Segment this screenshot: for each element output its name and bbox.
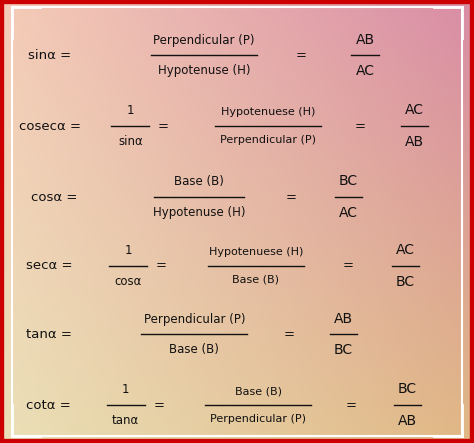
Text: Perpendicular (P): Perpendicular (P) bbox=[144, 313, 245, 326]
Text: =: = bbox=[286, 190, 297, 204]
Text: cosα =: cosα = bbox=[31, 190, 77, 204]
Text: AB: AB bbox=[334, 311, 353, 326]
Text: AB: AB bbox=[356, 32, 374, 47]
Text: sinα =: sinα = bbox=[28, 49, 72, 62]
Text: =: = bbox=[153, 399, 164, 412]
Text: sinα: sinα bbox=[118, 135, 143, 148]
Text: tanα: tanα bbox=[112, 414, 139, 427]
Text: =: = bbox=[283, 328, 295, 341]
Text: Base (B): Base (B) bbox=[235, 386, 282, 396]
Text: AC: AC bbox=[339, 206, 358, 220]
Text: =: = bbox=[158, 120, 169, 133]
Text: AB: AB bbox=[405, 135, 424, 149]
Text: Base (B): Base (B) bbox=[169, 343, 219, 356]
Text: AC: AC bbox=[405, 103, 424, 117]
Text: =: = bbox=[355, 120, 366, 133]
Text: Perpendicular (P): Perpendicular (P) bbox=[210, 414, 306, 424]
Text: AB: AB bbox=[398, 414, 417, 428]
Text: =: = bbox=[155, 259, 167, 272]
Text: AC: AC bbox=[356, 64, 374, 78]
Text: Base (B): Base (B) bbox=[232, 275, 280, 285]
Text: BC: BC bbox=[334, 343, 353, 358]
Text: BC: BC bbox=[398, 382, 417, 396]
Text: cotα =: cotα = bbox=[26, 399, 71, 412]
Text: =: = bbox=[345, 399, 356, 412]
Text: 1: 1 bbox=[124, 244, 132, 257]
Text: =: = bbox=[343, 259, 354, 272]
Text: Hypotenuese (H): Hypotenuese (H) bbox=[209, 247, 303, 257]
Text: Perpendicular (P): Perpendicular (P) bbox=[220, 135, 316, 145]
Text: secα =: secα = bbox=[26, 259, 73, 272]
Text: BC: BC bbox=[396, 275, 415, 289]
Text: BC: BC bbox=[339, 174, 358, 188]
Text: Hypotenuse (H): Hypotenuse (H) bbox=[157, 64, 250, 77]
Text: =: = bbox=[295, 49, 307, 62]
Text: cosecα =: cosecα = bbox=[19, 120, 81, 133]
Text: AC: AC bbox=[396, 243, 415, 257]
Text: cosα: cosα bbox=[114, 275, 142, 288]
Text: 1: 1 bbox=[127, 105, 134, 117]
Text: Base (B): Base (B) bbox=[174, 175, 224, 188]
Text: Perpendicular (P): Perpendicular (P) bbox=[153, 34, 255, 47]
Text: Hypotenuese (H): Hypotenuese (H) bbox=[220, 107, 315, 117]
Text: tanα =: tanα = bbox=[26, 328, 72, 341]
Text: 1: 1 bbox=[122, 384, 129, 396]
Text: Hypotenuse (H): Hypotenuse (H) bbox=[153, 206, 246, 219]
